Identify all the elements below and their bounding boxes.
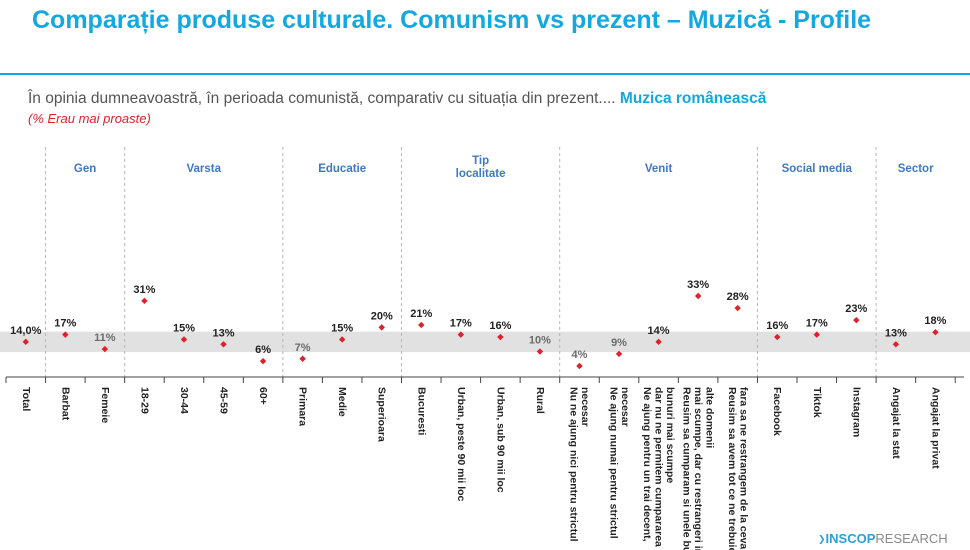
data-label: 23% [845,303,867,315]
group-label: Tip localitate [456,155,506,180]
data-label: 16% [489,320,511,332]
category-label: Femeie [99,387,111,423]
data-point [180,336,188,343]
data-label: 11% [94,332,116,344]
question-text: În opinia dumneavoastră, în perioada com… [28,90,766,108]
data-label: 6% [255,344,271,356]
data-point [22,338,29,346]
inscop-logo: ❯INSCOPRESEARCH [818,531,948,546]
data-point [932,329,939,336]
category-label: Facebook [771,387,783,436]
category-label: Urban, peste 90 mii loc [455,387,467,502]
data-label: 13% [213,327,235,339]
logo-bold-text: INSCOP [825,531,876,546]
category-label: 30-44 [178,387,190,414]
category-label: Medie [336,387,348,417]
category-label: 18-29 [138,387,150,414]
data-label: 14% [648,325,670,337]
data-point [378,324,385,331]
data-point [536,348,544,355]
data-label: 31% [133,284,155,296]
group-label: Educatie [318,163,366,175]
data-label: 13% [885,327,907,339]
data-label: 10% [529,335,551,347]
data-label: 17% [450,318,472,330]
data-label: 16% [766,320,788,332]
data-label: 17% [806,318,828,330]
data-point [457,331,465,338]
data-point [497,333,504,341]
data-point [299,355,306,362]
group-label: Varsta [186,163,221,175]
data-label: 7% [295,342,311,354]
data-label: 9% [611,337,627,349]
data-point [813,331,820,338]
data-point [892,341,900,348]
data-point [576,362,583,370]
category-label: Primara [297,387,309,426]
data-point [853,316,860,324]
category-label: Superioara [376,387,388,442]
question-body: În opinia dumneavoastră, în perioada com… [28,90,616,107]
data-label: 15% [331,322,353,334]
group-label: Venit [645,163,673,175]
data-point [655,338,662,346]
data-point [418,321,425,329]
question-highlight: Muzica românească [619,90,767,107]
category-label: Reusim sa cumparam si unele bunurimai sc… [681,387,716,550]
data-label: 15% [173,322,195,334]
data-point [259,357,267,365]
measure-note: (% Erau mai proaste) [28,111,151,126]
category-label: Tiktok [811,387,823,418]
data-point [615,350,623,358]
data-point [62,331,69,338]
category-label: Ne ajung numai pentru strictulnecesar [607,387,631,539]
group-label: Social media [782,163,853,175]
category-label: Angajat la privat [929,387,941,469]
data-point [774,333,781,341]
category-label: Instagram [850,387,862,437]
data-label: 28% [727,291,749,303]
data-point [220,341,227,348]
category-label: Reusim sa avem tot ce ne trebuie,fara sa… [726,387,750,550]
category-label: 60+ [257,387,269,405]
category-label: Angajat la stat [890,387,902,459]
category-label: Bucuresti [415,387,427,436]
data-point [734,304,741,312]
reference-band [0,331,970,353]
category-label: Ne ajung pentru un trai decent,dar nu ne… [641,387,676,550]
data-point [101,345,109,353]
data-point [694,292,702,300]
logo-arrow-icon: ❯ [818,534,826,544]
group-label: Sector [898,163,934,175]
category-label: 45-59 [218,387,230,414]
logo-light-text: RESEARCH [875,531,948,546]
data-point [338,336,346,343]
category-label: Nu ne ajung nici pentru strictulnecesar [568,387,592,542]
title-divider [0,73,970,75]
data-label: 18% [924,315,946,327]
page-title: Comparație produse culturale. Comunism v… [32,6,872,34]
data-label: 14,0% [10,325,41,337]
data-label: 33% [687,279,709,291]
data-point [141,297,148,305]
data-label: 4% [572,349,588,361]
category-label: Barbat [59,387,71,421]
category-label: Rural [534,387,546,414]
group-label: Gen [74,163,96,175]
data-label: 17% [54,318,76,330]
data-label: 20% [371,310,393,322]
category-label: Total [20,387,32,411]
data-label: 21% [410,308,432,320]
category-label: Urban, sub 90 mii loc [494,387,506,493]
